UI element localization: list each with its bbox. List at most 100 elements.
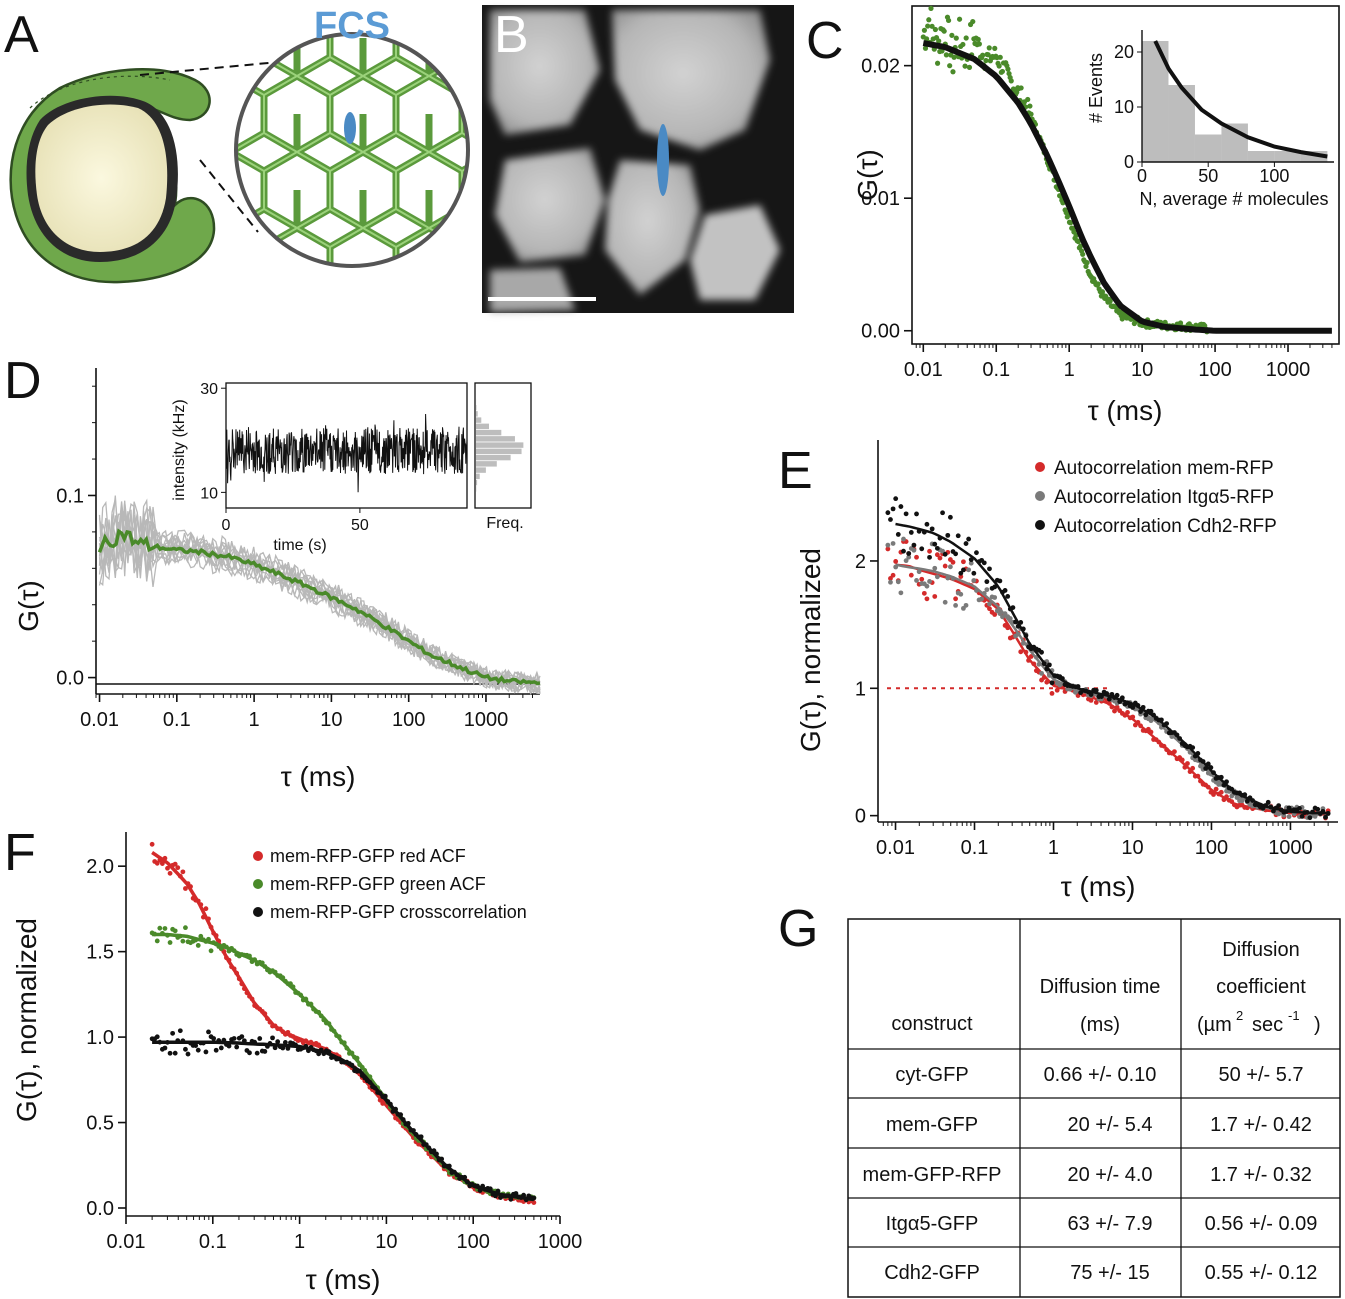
panel-a: A FCS [4,5,470,284]
x-axis-label-f: τ (ms) [306,1264,381,1295]
inset-y-tick-label: 20 [1114,42,1134,62]
zoom-line-top [139,59,301,76]
data-point [953,551,959,557]
svg-text:0.66 +/- 0.10: 0.66 +/- 0.10 [1044,1064,1157,1086]
data-point [987,601,992,607]
data-point [211,1036,217,1041]
x-tick-label: 1 [249,709,260,731]
inset-y-tick-label: 10 [200,485,218,502]
data-point [1046,662,1052,668]
data-point [942,551,948,557]
data-point [987,606,992,612]
data-point [162,926,168,931]
data-point [195,943,201,948]
data-point [997,578,1003,584]
data-point [997,611,1003,617]
legend-marker-e-3 [1035,520,1045,530]
mean-curve-d [97,528,541,686]
panel-letter-e: E [778,442,813,500]
svg-text:Itgα5-GFP: Itgα5-GFP [886,1213,979,1235]
frequency-bar [476,423,490,430]
histogram-bar [1247,151,1275,162]
legend-f: mem-RFP-GFP red ACF mem-RFP-GFP green AC… [253,846,527,922]
data-point [950,559,956,565]
data-point [1002,588,1008,593]
data-point [1028,654,1034,659]
histogram-bar [1194,134,1222,162]
data-point [914,578,919,583]
frequency-bar [476,448,522,455]
data-point [932,565,938,571]
data-point [159,861,165,866]
data-point [927,579,932,584]
data-point [213,1047,219,1053]
legend-marker-e-1 [1035,462,1045,472]
x-tick-label: 1 [1048,837,1059,859]
data-point [1143,712,1149,718]
data-point [167,940,173,945]
fit-line-c [922,40,1332,334]
data-point [947,514,953,520]
data-point [1265,799,1271,805]
data-point [226,1043,232,1049]
data-point [916,569,922,575]
data-point [1018,649,1024,655]
inset-x-tick-label: 0 [1137,166,1147,186]
data-point [180,938,186,944]
data-point [893,496,899,502]
panel-f: F 0.01 0.1 1 10 100 1000 0.0 0.5 1.0 1.5 2.0 τ (ms… [4,824,582,1295]
data-point [908,572,914,578]
legend-marker-f-2 [253,879,263,889]
data-point [1039,670,1044,676]
data-point [926,17,932,23]
data-point [924,521,930,527]
x-tick-label: 0.01 [107,1231,146,1253]
svg-text:(µm: (µm [1197,1014,1232,1036]
data-point [1323,814,1328,820]
frequency-bar [476,467,486,473]
data-point [971,570,977,576]
histogram-bar [1274,151,1301,162]
data-point [914,554,919,560]
frequency-bar [476,411,478,417]
data-point [932,594,938,599]
data-point [162,1045,168,1051]
data-point [203,906,209,912]
x-tick-label: 10 [320,709,342,731]
data-point [970,18,976,25]
data-point [919,576,925,582]
data-point [996,63,1002,69]
x-tick-label: 0.01 [876,837,915,859]
data-point [942,599,948,605]
data-point [921,590,927,596]
data-point [934,60,941,66]
y-tick-label: 0.00 [861,321,900,343]
histogram-fit [1153,40,1328,159]
table-row: mem-GFP 20 +/- 5.4 1.7 +/- 0.42 [886,1114,1312,1136]
data-point [941,28,947,34]
y-tick-label: 1.5 [86,942,114,964]
data-point [1299,814,1305,819]
data-point [911,547,917,553]
inset-y-tick-label: 30 [200,381,218,398]
data-point [971,578,977,583]
data-point [934,545,940,551]
data-point [1106,696,1112,702]
data-point [997,54,1003,60]
data-point [936,38,942,44]
data-point [890,572,896,578]
svg-text:50 +/- 5.7: 50 +/- 5.7 [1218,1064,1303,1086]
data-point [183,886,188,891]
data-point [960,41,966,48]
data-point [945,532,951,538]
data-point [901,536,906,542]
data-point [919,546,925,552]
y-axis-label-f: G(τ), normalized [11,918,42,1122]
table-row: cyt-GFP 0.66 +/- 0.10 50 +/- 5.7 [895,1064,1303,1086]
data-point [180,869,186,875]
data-point [1315,806,1321,812]
data-point [1018,85,1024,91]
panel-letter-g: G [778,900,818,958]
yolk [35,104,168,252]
data-point [154,1034,160,1040]
